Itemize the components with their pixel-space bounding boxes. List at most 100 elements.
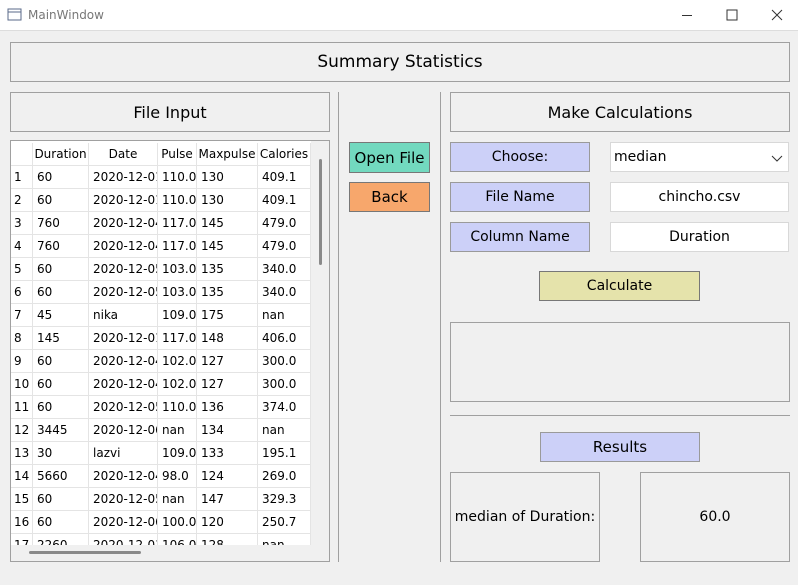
table-cell: 60 [33, 396, 89, 419]
table-cell: 2020-12-05' [89, 258, 158, 281]
table-cell: 2020-12-04' [89, 465, 158, 488]
back-button[interactable]: Back [349, 182, 430, 212]
table-cell: 195.1 [258, 442, 311, 465]
table-cell: 175 [197, 304, 258, 327]
table-cell: 45 [33, 304, 89, 327]
maximize-button[interactable] [726, 9, 738, 21]
separator [440, 92, 441, 562]
table-cell: 103.0 [158, 258, 197, 281]
table-cell: 409.1 [258, 189, 311, 212]
choose-label: Choose: [450, 142, 590, 172]
table-cell: 406.0 [258, 327, 311, 350]
vertical-scroll-thumb [319, 159, 322, 265]
table-cell: 148 [197, 327, 258, 350]
table-cell: 60 [33, 281, 89, 304]
table-cell: 102.0 [158, 373, 197, 396]
table-cell: nan [258, 304, 311, 327]
table-cell: 136 [197, 396, 258, 419]
table-cell: 145 [197, 235, 258, 258]
calculations-title: Make Calculations [450, 92, 790, 132]
table-cell: 2020-12-04' [89, 350, 158, 373]
table-cell: 300.0 [258, 373, 311, 396]
calculate-button[interactable]: Calculate [539, 271, 700, 301]
table-cell: 329.3 [258, 488, 311, 511]
table-cell: nan [158, 419, 197, 442]
data-table[interactable]: Duration Date Pulse Maxpulse Calories 1 60 2020… [10, 140, 330, 562]
table-cell: 117.0 [158, 327, 197, 350]
table-cell: 147 [197, 488, 258, 511]
row-header: 12 [11, 419, 33, 442]
table-cell: 479.0 [258, 212, 311, 235]
separator [450, 415, 790, 416]
table-cell: 130 [197, 189, 258, 212]
result-description: median of Duration: [450, 472, 600, 562]
app-icon [7, 8, 22, 21]
table-cell: 127 [197, 350, 258, 373]
table-cell: 124 [197, 465, 258, 488]
horizontal-scroll-thumb [29, 551, 141, 554]
table-cell: 2020-12-01' [89, 189, 158, 212]
table-cell: 760 [33, 235, 89, 258]
table-cell: 2020-12-01' [89, 327, 158, 350]
header-title: Summary Statistics [10, 42, 790, 82]
vertical-scrollbar [311, 141, 329, 561]
row-header: 11 [11, 396, 33, 419]
row-header: 14 [11, 465, 33, 488]
table-cell: 760 [33, 212, 89, 235]
row-header: 10 [11, 373, 33, 396]
table-cell: 109.0 [158, 304, 197, 327]
column-header: Duration [33, 143, 89, 166]
corner-cell [11, 143, 33, 166]
table-cell: nan [158, 488, 197, 511]
close-button[interactable] [771, 9, 783, 21]
method-dropdown[interactable]: median [610, 142, 789, 172]
table-cell: 409.1 [258, 166, 311, 189]
file-name-label: File Name [450, 182, 590, 212]
dropdown-value: median [614, 149, 667, 165]
table-cell: 269.0 [258, 465, 311, 488]
table-cell: 340.0 [258, 258, 311, 281]
table-cell: 135 [197, 281, 258, 304]
table-cell: 110.0 [158, 166, 197, 189]
row-header: 4 [11, 235, 33, 258]
table-cell: 110.0 [158, 396, 197, 419]
table-cell: nan [258, 419, 311, 442]
table-cell: 117.0 [158, 235, 197, 258]
table-cell: 479.0 [258, 235, 311, 258]
column-header: Maxpulse [197, 143, 258, 166]
title-bar: MainWindow [0, 0, 798, 31]
table-cell: 2020-12-05' [89, 488, 158, 511]
table-cell: 2020-12-06' [89, 511, 158, 534]
table-cell: 30 [33, 442, 89, 465]
column-header: Pulse [158, 143, 197, 166]
row-header: 8 [11, 327, 33, 350]
file-name-field: chincho.csv [610, 182, 789, 212]
table-cell: 2020-12-06' [89, 419, 158, 442]
result-value: 60.0 [640, 472, 790, 562]
column-name-field: Duration [610, 222, 789, 252]
horizontal-scrollbar [11, 545, 311, 561]
table-cell: 60 [33, 350, 89, 373]
row-header: 6 [11, 281, 33, 304]
table-cell: 100.0 [158, 511, 197, 534]
row-header: 7 [11, 304, 33, 327]
output-area [450, 322, 790, 402]
window-controls [7, 8, 783, 21]
column-name-label: Column Name [450, 222, 590, 252]
table-cell: 2020-12-01' [89, 166, 158, 189]
table-cell: 2020-12-04' [89, 212, 158, 235]
results-label: Results [540, 432, 700, 462]
table-cell: 60 [33, 488, 89, 511]
table-cell: 2020-12-04' [89, 235, 158, 258]
table-cell: 60 [33, 166, 89, 189]
table-cell: 60 [33, 511, 89, 534]
file-input-title: File Input [10, 92, 330, 132]
open-file-button[interactable]: Open File [349, 142, 430, 173]
table-cell: 130 [197, 166, 258, 189]
table-cell: 340.0 [258, 281, 311, 304]
row-header: 1 [11, 166, 33, 189]
table-cell: nika [89, 304, 158, 327]
table-cell: 60 [33, 258, 89, 281]
row-header: 16 [11, 511, 33, 534]
